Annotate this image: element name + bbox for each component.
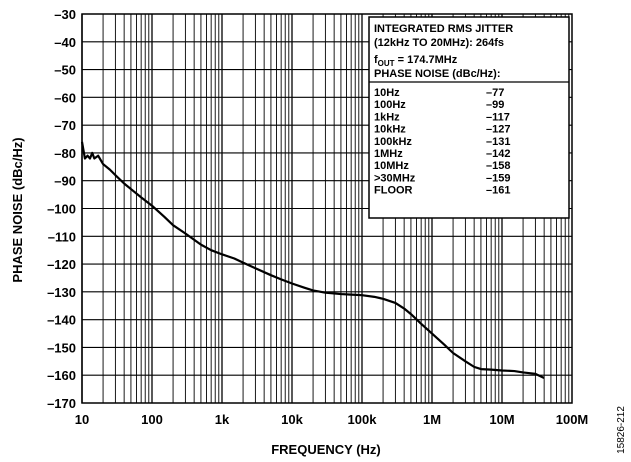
annotation-row-value: –99 — [486, 99, 504, 111]
annotation-row-value: –142 — [486, 148, 510, 160]
y-tick-label: –120 — [47, 257, 76, 272]
annotation-row-value: –77 — [486, 87, 504, 99]
annotation-header-line: INTEGRATED RMS JITTER — [374, 23, 513, 35]
plot-frame — [81, 13, 573, 404]
y-tick-label: –160 — [47, 368, 76, 383]
y-tick-label: –70 — [54, 118, 76, 133]
annotation-row-freq: 10Hz — [374, 87, 400, 99]
annotation-row-freq: 10kHz — [374, 124, 406, 136]
y-tick-label: –40 — [54, 35, 76, 50]
x-tick-label: 10k — [281, 412, 303, 427]
annotation-row-value: –131 — [486, 136, 510, 148]
y-axis-title: PHASE NOISE (dBc/Hz) — [10, 137, 25, 282]
y-tick-label: –100 — [47, 202, 76, 217]
annotation-row-value: –159 — [486, 172, 510, 184]
y-tick-label: –170 — [47, 396, 76, 411]
x-tick-labels: 10 100 1k 10k 100k 1M 10M 100M — [75, 412, 589, 427]
x-tick-label: 100M — [556, 412, 589, 427]
annotation-row-freq: 1MHz — [374, 148, 403, 160]
annotation-row-freq: 1kHz — [374, 111, 400, 123]
annotation-fout: fOUT = 174.7MHz — [374, 54, 458, 68]
x-tick-label: 100k — [348, 412, 378, 427]
annotation-box-frame — [368, 16, 570, 219]
x-axis-title: FREQUENCY (Hz) — [271, 442, 381, 457]
y-tick-label: –90 — [54, 174, 76, 189]
annotation-row-freq: FLOOR — [374, 185, 413, 197]
x-tick-label: 1k — [215, 412, 230, 427]
annotation-row-value: –161 — [486, 185, 510, 197]
annotation-header-line: (12kHz TO 20MHz): 264fs — [374, 37, 504, 49]
annotation-row-freq: 100Hz — [374, 99, 406, 111]
figure-id: 15826-212 — [616, 406, 627, 454]
annotation-row-freq: 10MHz — [374, 160, 409, 172]
x-tick-label: 1M — [423, 412, 441, 427]
y-tick-labels: –30 –40 –50 –60 –70 –80 –90 –100 –110 –120 –130 –14… — [47, 7, 76, 411]
phase-noise-series-line — [80, 141, 545, 379]
y-tick-label: –80 — [54, 146, 76, 161]
y-tick-label: –50 — [54, 63, 76, 78]
y-tick-label: –140 — [47, 313, 76, 328]
x-tick-label: 100 — [141, 412, 163, 427]
y-tick-label: –30 — [54, 7, 76, 22]
x-tick-label: 10 — [75, 412, 89, 427]
y-tick-label: –60 — [54, 90, 76, 105]
annotation-table-title: PHASE NOISE (dBc/Hz): — [374, 68, 501, 80]
y-tick-label: –150 — [47, 340, 76, 355]
annotation-row-value: –117 — [486, 111, 510, 123]
annotation-row-freq: 100kHz — [374, 136, 412, 148]
y-tick-label: –130 — [47, 285, 76, 300]
annotation-row-value: –127 — [486, 124, 510, 136]
y-tick-label: –110 — [48, 229, 76, 244]
x-tick-label: 10M — [489, 412, 514, 427]
annotation-row-value: –158 — [486, 160, 510, 172]
jitter-annotation-box: INTEGRATED RMS JITTER (12kHz TO 20MHz): 2… — [368, 16, 570, 219]
annotation-row-freq: >30MHz — [374, 172, 416, 184]
